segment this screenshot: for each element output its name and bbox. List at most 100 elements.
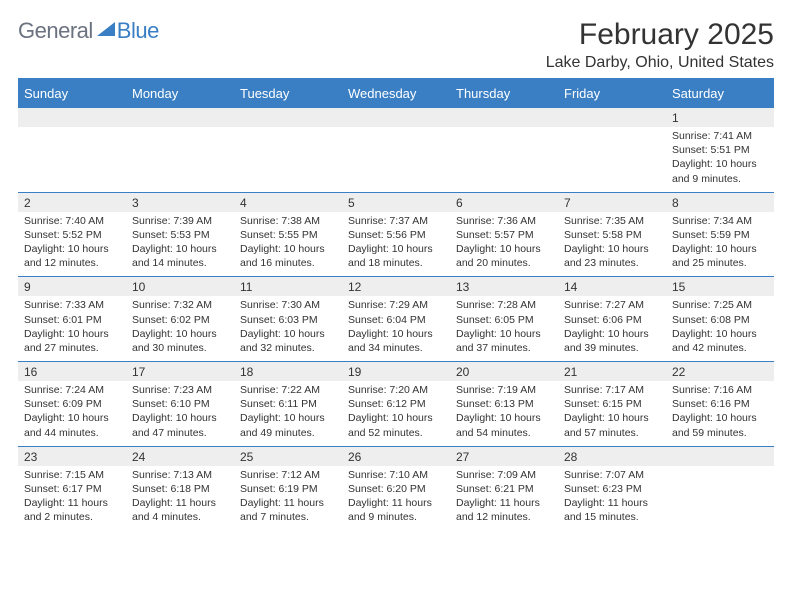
daylight-text: Daylight: 10 hours and 9 minutes. (672, 157, 768, 185)
daylight-text: Daylight: 10 hours and 25 minutes. (672, 242, 768, 270)
calendar-page: General Blue February 2025 Lake Darby, O… (0, 0, 792, 540)
day-number-row: 2345678 (18, 193, 774, 212)
sunset-text: Sunset: 6:18 PM (132, 482, 228, 496)
day-number: 17 (126, 362, 234, 381)
day-number: 11 (234, 277, 342, 296)
day-number: 14 (558, 277, 666, 296)
day-cell: Sunrise: 7:10 AMSunset: 6:20 PMDaylight:… (342, 466, 450, 531)
day-cell: Sunrise: 7:35 AMSunset: 5:58 PMDaylight:… (558, 212, 666, 277)
daylight-text: Daylight: 10 hours and 49 minutes. (240, 411, 336, 439)
day-cell: Sunrise: 7:32 AMSunset: 6:02 PMDaylight:… (126, 296, 234, 361)
sunrise-text: Sunrise: 7:22 AM (240, 383, 336, 397)
day-number: 18 (234, 362, 342, 381)
logo-text-blue: Blue (117, 18, 159, 44)
day-cell (18, 127, 126, 192)
sunrise-text: Sunrise: 7:13 AM (132, 468, 228, 482)
day-number: 24 (126, 447, 234, 466)
weekday-header-row: Sunday Monday Tuesday Wednesday Thursday… (18, 80, 774, 107)
day-cell: Sunrise: 7:25 AMSunset: 6:08 PMDaylight:… (666, 296, 774, 361)
day-cell: Sunrise: 7:19 AMSunset: 6:13 PMDaylight:… (450, 381, 558, 446)
day-cell: Sunrise: 7:34 AMSunset: 5:59 PMDaylight:… (666, 212, 774, 277)
sunset-text: Sunset: 6:09 PM (24, 397, 120, 411)
week-row: Sunrise: 7:41 AMSunset: 5:51 PMDaylight:… (18, 127, 774, 192)
calendar-grid: Sunday Monday Tuesday Wednesday Thursday… (18, 78, 774, 530)
day-number-row: 9101112131415 (18, 277, 774, 296)
sunset-text: Sunset: 5:59 PM (672, 228, 768, 242)
week-row: Sunrise: 7:40 AMSunset: 5:52 PMDaylight:… (18, 212, 774, 277)
day-cell (342, 127, 450, 192)
day-cell: Sunrise: 7:20 AMSunset: 6:12 PMDaylight:… (342, 381, 450, 446)
daylight-text: Daylight: 10 hours and 59 minutes. (672, 411, 768, 439)
sunset-text: Sunset: 5:55 PM (240, 228, 336, 242)
title-block: February 2025 Lake Darby, Ohio, United S… (546, 18, 774, 72)
day-number: 15 (666, 277, 774, 296)
sunset-text: Sunset: 6:10 PM (132, 397, 228, 411)
day-number: 3 (126, 193, 234, 212)
daylight-text: Daylight: 11 hours and 4 minutes. (132, 496, 228, 524)
sunrise-text: Sunrise: 7:28 AM (456, 298, 552, 312)
sunset-text: Sunset: 5:56 PM (348, 228, 444, 242)
week-row: Sunrise: 7:15 AMSunset: 6:17 PMDaylight:… (18, 466, 774, 531)
sunset-text: Sunset: 5:57 PM (456, 228, 552, 242)
sunrise-text: Sunrise: 7:07 AM (564, 468, 660, 482)
day-cell: Sunrise: 7:37 AMSunset: 5:56 PMDaylight:… (342, 212, 450, 277)
day-cell: Sunrise: 7:30 AMSunset: 6:03 PMDaylight:… (234, 296, 342, 361)
sunset-text: Sunset: 6:11 PM (240, 397, 336, 411)
daylight-text: Daylight: 10 hours and 20 minutes. (456, 242, 552, 270)
daylight-text: Daylight: 11 hours and 2 minutes. (24, 496, 120, 524)
sunrise-text: Sunrise: 7:16 AM (672, 383, 768, 397)
day-number: 26 (342, 447, 450, 466)
sunset-text: Sunset: 6:08 PM (672, 313, 768, 327)
day-cell: Sunrise: 7:09 AMSunset: 6:21 PMDaylight:… (450, 466, 558, 531)
day-number: 9 (18, 277, 126, 296)
sunrise-text: Sunrise: 7:36 AM (456, 214, 552, 228)
week-row: Sunrise: 7:33 AMSunset: 6:01 PMDaylight:… (18, 296, 774, 361)
daylight-text: Daylight: 10 hours and 27 minutes. (24, 327, 120, 355)
day-number: 10 (126, 277, 234, 296)
sunrise-text: Sunrise: 7:32 AM (132, 298, 228, 312)
page-header: General Blue February 2025 Lake Darby, O… (18, 18, 774, 72)
sunrise-text: Sunrise: 7:34 AM (672, 214, 768, 228)
day-cell: Sunrise: 7:29 AMSunset: 6:04 PMDaylight:… (342, 296, 450, 361)
day-number-row: 232425262728 (18, 447, 774, 466)
sunset-text: Sunset: 6:16 PM (672, 397, 768, 411)
location-subtitle: Lake Darby, Ohio, United States (546, 54, 774, 72)
sunrise-text: Sunrise: 7:40 AM (24, 214, 120, 228)
day-cell: Sunrise: 7:24 AMSunset: 6:09 PMDaylight:… (18, 381, 126, 446)
day-number: 23 (18, 447, 126, 466)
day-number (18, 108, 126, 127)
day-number: 4 (234, 193, 342, 212)
day-cell: Sunrise: 7:22 AMSunset: 6:11 PMDaylight:… (234, 381, 342, 446)
day-number: 16 (18, 362, 126, 381)
sunset-text: Sunset: 6:06 PM (564, 313, 660, 327)
daylight-text: Daylight: 11 hours and 12 minutes. (456, 496, 552, 524)
sunset-text: Sunset: 5:53 PM (132, 228, 228, 242)
daylight-text: Daylight: 10 hours and 52 minutes. (348, 411, 444, 439)
sunset-text: Sunset: 6:05 PM (456, 313, 552, 327)
daylight-text: Daylight: 10 hours and 42 minutes. (672, 327, 768, 355)
sunset-text: Sunset: 5:58 PM (564, 228, 660, 242)
day-number: 22 (666, 362, 774, 381)
sunset-text: Sunset: 6:13 PM (456, 397, 552, 411)
day-cell: Sunrise: 7:15 AMSunset: 6:17 PMDaylight:… (18, 466, 126, 531)
day-cell: Sunrise: 7:36 AMSunset: 5:57 PMDaylight:… (450, 212, 558, 277)
day-number (342, 108, 450, 127)
day-cell: Sunrise: 7:13 AMSunset: 6:18 PMDaylight:… (126, 466, 234, 531)
day-cell (126, 127, 234, 192)
sunrise-text: Sunrise: 7:41 AM (672, 129, 768, 143)
sunrise-text: Sunrise: 7:39 AM (132, 214, 228, 228)
weekday-header: Thursday (450, 80, 558, 107)
daylight-text: Daylight: 10 hours and 12 minutes. (24, 242, 120, 270)
daylight-text: Daylight: 10 hours and 47 minutes. (132, 411, 228, 439)
day-number (558, 108, 666, 127)
weekday-header: Wednesday (342, 80, 450, 107)
sunset-text: Sunset: 6:17 PM (24, 482, 120, 496)
sunset-text: Sunset: 6:20 PM (348, 482, 444, 496)
day-number: 5 (342, 193, 450, 212)
day-cell (234, 127, 342, 192)
day-cell (558, 127, 666, 192)
day-cell: Sunrise: 7:33 AMSunset: 6:01 PMDaylight:… (18, 296, 126, 361)
day-number: 2 (18, 193, 126, 212)
sunrise-text: Sunrise: 7:25 AM (672, 298, 768, 312)
day-number: 27 (450, 447, 558, 466)
